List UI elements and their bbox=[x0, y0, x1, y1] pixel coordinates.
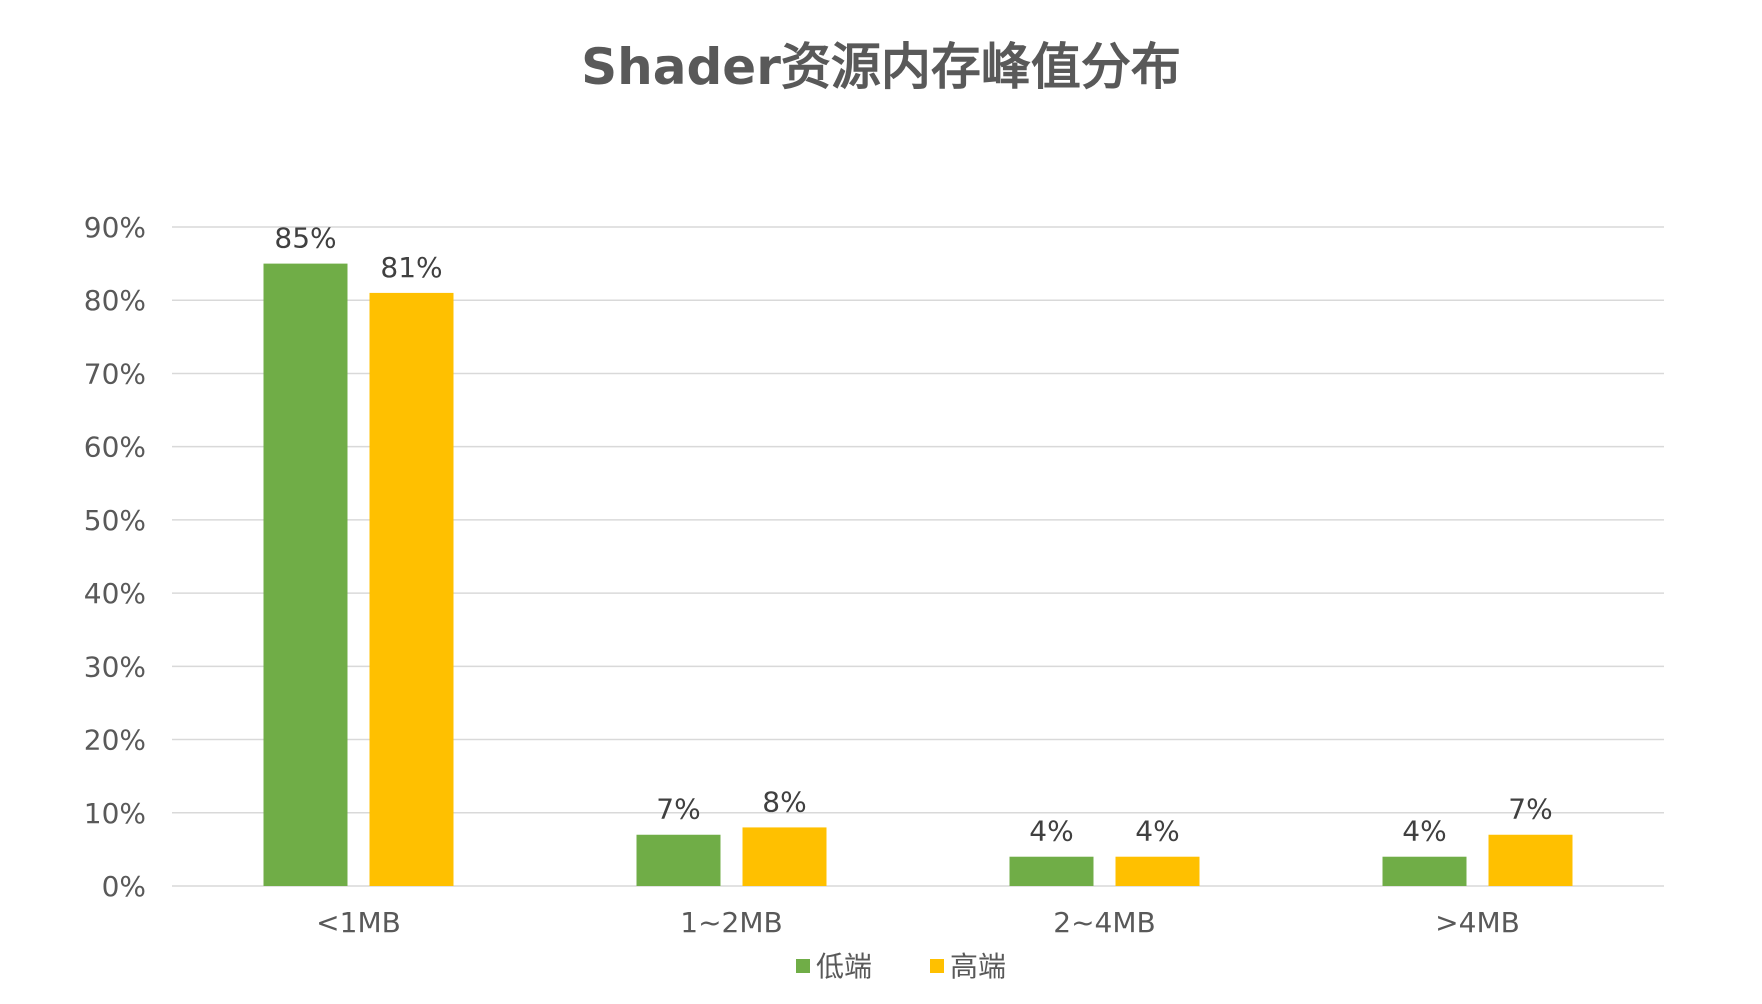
y-tick-label: 90% bbox=[84, 211, 146, 244]
y-tick-label: 10% bbox=[84, 797, 146, 830]
x-axis-ticks: <1MB 1~2MB 2~4MB >4MB bbox=[316, 906, 1520, 939]
y-tick-label: 0% bbox=[102, 870, 146, 903]
data-label: 4% bbox=[1402, 815, 1446, 848]
x-tick-label: 2~4MB bbox=[1053, 906, 1155, 939]
y-tick-label: 50% bbox=[84, 504, 146, 537]
bar-high-end bbox=[742, 827, 827, 886]
legend: 低端 高端 bbox=[796, 950, 1006, 983]
bars bbox=[263, 263, 1573, 887]
data-label: 7% bbox=[656, 793, 700, 826]
data-label: 4% bbox=[1029, 815, 1073, 848]
y-tick-label: 80% bbox=[84, 284, 146, 317]
legend-swatch bbox=[796, 959, 810, 973]
legend-label: 低端 bbox=[816, 950, 872, 983]
y-tick-label: 30% bbox=[84, 650, 146, 683]
x-tick-label: >4MB bbox=[1435, 906, 1520, 939]
data-label: 81% bbox=[380, 251, 442, 284]
bar-high-end bbox=[1488, 834, 1573, 886]
chart-title: Shader资源内存峰值分布 bbox=[581, 38, 1181, 96]
bar-low-end bbox=[1382, 856, 1467, 886]
y-tick-label: 40% bbox=[84, 577, 146, 610]
data-label: 4% bbox=[1135, 815, 1179, 848]
y-tick-label: 60% bbox=[84, 431, 146, 464]
legend-swatch bbox=[930, 959, 944, 973]
data-label: 8% bbox=[762, 785, 806, 818]
bar-high-end bbox=[369, 292, 454, 886]
bar-low-end bbox=[636, 834, 721, 886]
x-tick-label: 1~2MB bbox=[680, 906, 782, 939]
data-label: 7% bbox=[1508, 793, 1552, 826]
bar-low-end bbox=[263, 263, 348, 887]
bar-high-end bbox=[1115, 856, 1200, 886]
y-axis-ticks: 0% 10% 20% 30% 40% 50% 60% 70% 80% 90% bbox=[84, 211, 146, 903]
bar-low-end bbox=[1009, 856, 1094, 886]
legend-label: 高端 bbox=[950, 950, 1006, 983]
data-labels: 85% 81% 7% 8% 4% 4% 4% 7% bbox=[274, 222, 1552, 848]
y-tick-label: 70% bbox=[84, 357, 146, 390]
y-tick-label: 20% bbox=[84, 724, 146, 757]
data-label: 85% bbox=[274, 222, 336, 255]
x-tick-label: <1MB bbox=[316, 906, 401, 939]
